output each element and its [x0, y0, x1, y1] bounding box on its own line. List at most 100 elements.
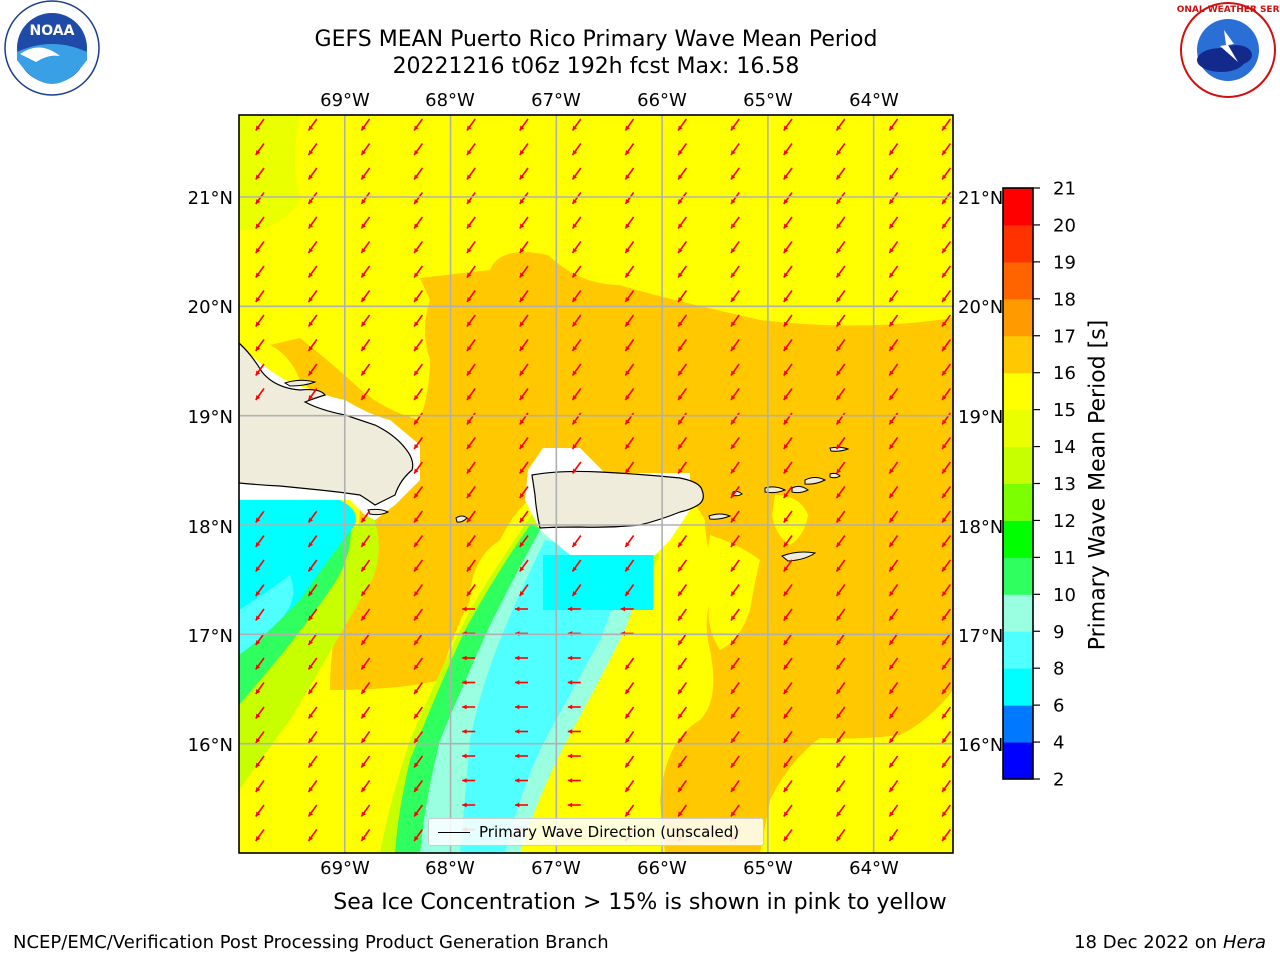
colorbar-tick-label: 14 [1053, 437, 1076, 458]
wave-arrow-head [308, 640, 314, 646]
lat-tick-right: 17°N [958, 626, 1003, 647]
wave-arrow-head [462, 778, 467, 783]
wave-arrow-head [308, 811, 314, 817]
wave-arrow-head [255, 395, 261, 401]
wave-arrow-head [889, 787, 894, 793]
land-hispaniola [239, 342, 414, 506]
wave-arrow-head [625, 321, 630, 327]
wave-arrow-head [414, 615, 419, 621]
wave-arrow-head [783, 640, 789, 646]
wave-arrow-head [255, 272, 261, 278]
wave-arrow-head [836, 689, 842, 695]
wave-arrow-head [730, 199, 736, 205]
wave-arrow-head [625, 566, 630, 572]
wave-arrow-head [678, 272, 683, 278]
wave-arrow-head [625, 591, 630, 597]
wave-arrow-head [308, 395, 314, 401]
wave-arrow-head [567, 729, 573, 734]
wave-arrow-head [730, 370, 736, 376]
colorbar-tick-label: 2 [1053, 770, 1064, 791]
wave-arrow-head [783, 836, 789, 842]
wave-arrow-head [889, 395, 894, 401]
wave-arrow-head [572, 174, 578, 180]
wave-arrow-head [942, 444, 947, 450]
wave-arrow-head [730, 395, 736, 401]
colorbar-tick-label: 9 [1053, 622, 1064, 643]
wave-arrow-head [730, 248, 736, 254]
wave-arrow-head [678, 738, 683, 744]
chart-title: GEFS MEAN Puerto Rico Primary Wave Mean … [314, 27, 878, 52]
wave-arrow-head [361, 395, 366, 401]
wave-arrow-head [308, 787, 314, 793]
wave-arrow-head [466, 370, 472, 376]
wave-arrow-head [678, 591, 683, 597]
wave-arrow-head [361, 640, 366, 646]
wave-arrow-head [730, 150, 736, 156]
wave-arrow-head [572, 468, 578, 474]
wave-arrow-head [836, 738, 842, 744]
wave-arrow-head [889, 248, 894, 254]
wave-arrow-head [572, 272, 578, 278]
wave-arrow-head [730, 640, 736, 646]
wave-arrow-head [414, 591, 419, 597]
wave-arrow-head [783, 493, 789, 499]
colorbar-segment [1003, 631, 1033, 669]
colorbar-segment [1003, 705, 1033, 743]
colorbar-segment [1003, 188, 1033, 226]
wave-arrow-head [783, 150, 789, 156]
wave-arrow-head [836, 713, 842, 719]
colorbar-tick-label: 18 [1053, 289, 1076, 310]
lon-tick-top: 68°W [425, 90, 475, 111]
wave-arrow-head [678, 174, 683, 180]
wave-arrow-head [836, 542, 842, 548]
wave-arrow-head [678, 346, 683, 352]
lat-ticks-left: 21°N 20°N 19°N 18°N 17°N 16°N [188, 188, 233, 756]
wave-arrow-head [361, 321, 366, 327]
wave-arrow-head [414, 150, 419, 156]
wave-arrow-head [572, 150, 578, 156]
wave-arrow-head [255, 174, 261, 180]
wave-arrow-head [255, 517, 261, 523]
wave-arrow-head [567, 753, 573, 759]
colorbar-tick-label: 13 [1053, 474, 1076, 495]
wave-arrow-head [730, 321, 736, 327]
wave-arrow-head [466, 542, 472, 548]
wave-arrow-head [678, 321, 683, 327]
wave-arrow-head [678, 370, 683, 376]
wave-arrow-head [572, 566, 578, 572]
wave-arrow-head [730, 738, 736, 744]
wave-arrow-head [414, 762, 419, 768]
wave-arrow-head [519, 150, 525, 156]
wave-arrow-head [567, 802, 573, 808]
wave-arrow-head [414, 419, 419, 425]
footer-date: 18 Dec 2022 on Hera [1074, 932, 1266, 953]
wave-arrow-head [466, 468, 472, 474]
wave-arrow-head [361, 689, 366, 695]
wave-arrow-head [783, 713, 789, 719]
wave-arrow-head [361, 664, 366, 670]
wave-arrow-head [519, 566, 525, 572]
wave-arrow-head [308, 370, 314, 376]
wave-arrow-head [519, 174, 525, 180]
colorbar-tick-label: 6 [1053, 696, 1064, 717]
wave-arrow-head [730, 787, 736, 793]
wave-arrow-head [466, 395, 472, 401]
wave-arrow-head [783, 762, 789, 768]
wave-arrow-head [625, 787, 630, 793]
wave-arrow-head [572, 395, 578, 401]
wave-arrow-head [625, 664, 630, 670]
wave-arrow-head [515, 680, 520, 685]
wave-arrow-head [889, 517, 894, 523]
wave-arrow-head [625, 346, 630, 352]
lon-tick-top: 67°W [531, 90, 581, 111]
wave-arrow-head [361, 836, 366, 842]
wave-arrow-head [730, 566, 736, 572]
wave-arrow-head [462, 704, 467, 710]
wave-arrow-head [414, 664, 419, 670]
wave-arrow-head [519, 542, 525, 548]
wave-arrow-head [414, 517, 419, 523]
wave-arrow-head [836, 125, 842, 131]
wave-arrow-head [625, 370, 630, 376]
wave-arrow-head [414, 248, 419, 254]
noaa-logo-text: NOAA [30, 23, 75, 39]
